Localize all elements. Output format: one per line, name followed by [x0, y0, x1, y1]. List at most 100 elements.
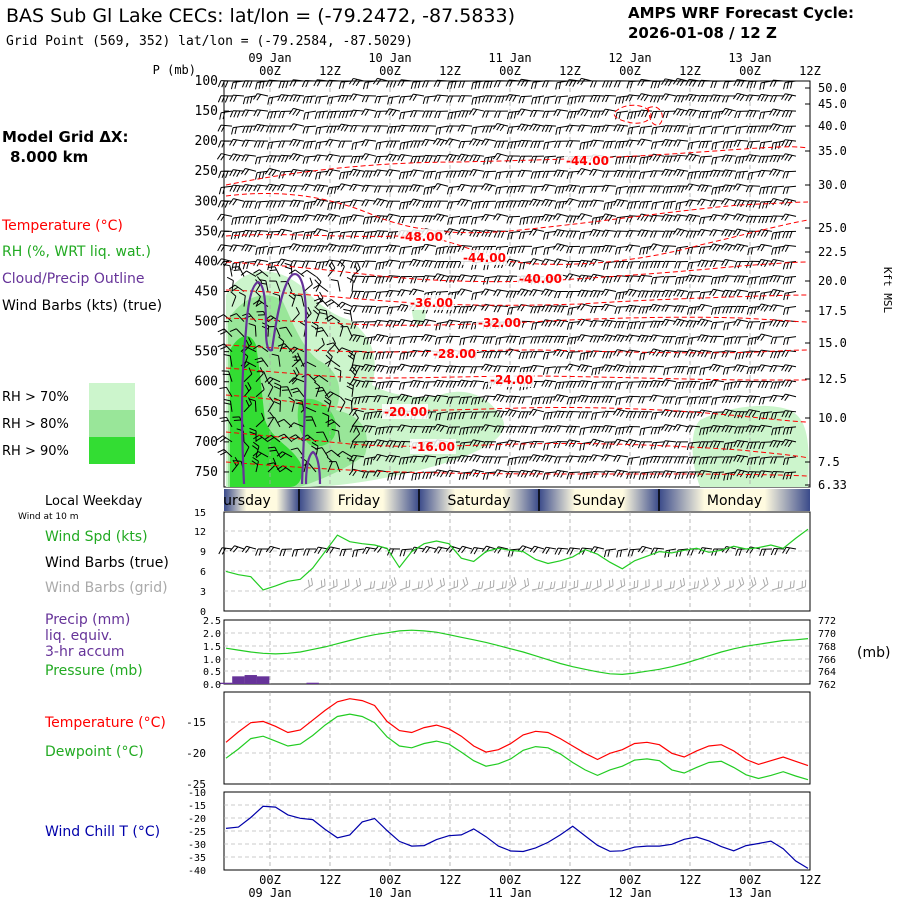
wind-barb-feather	[337, 245, 342, 253]
wind-barb-feather	[351, 142, 354, 151]
wind-barb-feather	[646, 246, 649, 254]
wind-barb-feather	[414, 473, 418, 481]
wind-barb-feather	[520, 289, 526, 296]
wind-barb-feather	[618, 96, 622, 104]
wind-barb	[244, 229, 257, 232]
wind-barb-feather	[365, 441, 369, 449]
wind-barb-feather	[218, 171, 222, 178]
wind-barb	[761, 258, 773, 262]
wind-barb-feather	[593, 306, 597, 314]
wind-barb-feather	[787, 94, 793, 102]
wind-barb	[534, 545, 545, 550]
wind-barb	[257, 80, 269, 84]
wind-barb-feather	[601, 170, 606, 178]
wind-barb	[736, 275, 749, 277]
wind-barb-feather	[511, 260, 517, 267]
wind-barb-feather	[338, 156, 342, 163]
wind-barb-feather	[690, 442, 694, 450]
wind-barb-feather	[764, 125, 769, 133]
wind-barb-feather	[529, 454, 534, 461]
wind-barb-feather	[594, 382, 598, 390]
wind-barb-feather	[493, 546, 499, 553]
wind-barb-feather	[644, 381, 649, 389]
wind-barb-feather	[314, 327, 322, 330]
wind-barb	[689, 260, 701, 264]
wind-barb-feather	[706, 577, 709, 585]
wind-barb-feather	[738, 579, 742, 587]
wind-barb-feather	[602, 276, 606, 284]
wind-barb	[521, 336, 533, 339]
wind-barb	[315, 311, 321, 322]
wind-barb-feather	[705, 382, 709, 390]
wind-barb-feather	[604, 365, 610, 372]
wind-barb-feather	[436, 424, 442, 432]
right-axis-label: Kft MSL	[881, 267, 894, 314]
wind-barb	[413, 245, 425, 249]
wind-barb	[628, 260, 641, 263]
wind-barb-feather	[582, 472, 586, 480]
wind-barb-feather	[686, 291, 690, 299]
isotherm-label-bg	[410, 439, 456, 454]
wind-barb-feather	[769, 275, 774, 282]
wind-barb-feather	[365, 95, 369, 103]
wind-barb-feather	[222, 186, 226, 195]
wind-barb-feather	[589, 258, 594, 266]
wind-barb	[485, 471, 497, 474]
wind-barb-feather	[445, 336, 450, 343]
wind-barb-feather	[446, 95, 450, 103]
wind-barb-feather	[484, 230, 490, 237]
wind-barb-feather	[700, 260, 705, 268]
wind-barb	[365, 425, 377, 428]
wind-barb-feather	[523, 125, 529, 132]
isotherm-line	[225, 289, 809, 306]
wind-barb-feather	[364, 154, 370, 161]
wind-barb-feather	[682, 577, 686, 585]
wind-barb-feather	[760, 94, 766, 102]
wind-barb	[545, 319, 557, 323]
wind-barb-feather	[349, 125, 354, 133]
wind-barb	[545, 140, 557, 144]
wind-barb-feather	[641, 396, 645, 404]
wind-barb-feather	[701, 80, 705, 88]
wind-barb-feather	[738, 171, 742, 179]
wind-barb-feather	[655, 305, 661, 312]
wind-barb-feather	[413, 216, 417, 223]
wind-barb-feather	[708, 243, 714, 250]
wind-barb-feather	[654, 442, 658, 450]
wind-barb-feather	[477, 201, 481, 209]
wind-barb-feather	[493, 275, 498, 283]
wind-barb-feather	[559, 350, 565, 358]
wind-barb	[473, 200, 485, 204]
wind-barb-feather	[668, 170, 673, 177]
wind-barb-feather	[234, 457, 240, 464]
wind-barb-feather	[497, 305, 501, 313]
wind-barb	[507, 583, 517, 591]
wind-barb	[616, 169, 629, 172]
wind-barb-feather	[669, 201, 673, 209]
wind-barb-feather	[249, 216, 253, 224]
wind-barb	[471, 587, 482, 591]
wind-barb	[737, 440, 749, 443]
wind-barb	[545, 213, 557, 217]
wind-barb	[413, 258, 425, 262]
wind-barb-feather	[430, 577, 433, 585]
wind-barb	[677, 423, 689, 428]
wind-barb	[461, 379, 473, 383]
wind-barb-feather	[446, 201, 450, 209]
wind-barb-feather	[752, 396, 757, 403]
wind-barb-feather	[542, 397, 546, 405]
wind-barb-feather	[773, 456, 777, 464]
wind-barb-feather	[500, 231, 505, 238]
wind-barb-feather	[749, 110, 753, 118]
wind-barb-feather	[553, 410, 558, 418]
isotherm-label: -20.00	[384, 405, 427, 419]
wind-barb-feather	[629, 471, 633, 479]
wind-barb-feather	[774, 427, 778, 435]
wind-barb-feather	[772, 124, 778, 131]
wind-barb-feather	[592, 229, 598, 237]
wind-barb-feather	[365, 547, 371, 555]
wind-barb-feather	[352, 94, 358, 101]
wind-barb-feather	[403, 549, 406, 557]
wind-barb	[581, 274, 593, 277]
